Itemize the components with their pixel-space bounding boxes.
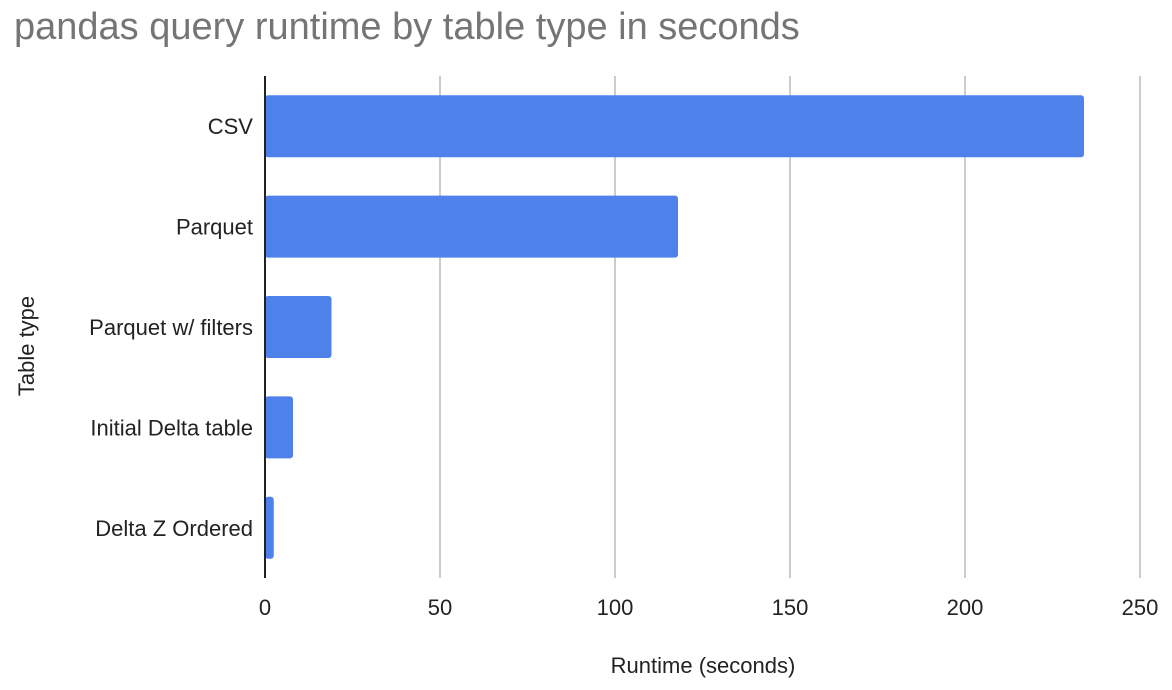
bars (265, 95, 1084, 559)
gridlines (439, 76, 1141, 578)
category-label-csv: CSV (208, 114, 254, 139)
bar-parquet (265, 195, 678, 258)
x-axis-title: Runtime (seconds) (611, 653, 796, 678)
bar-initial-delta-table (265, 396, 293, 459)
category-label-parquet: Parquet (176, 215, 253, 240)
chart-title: pandas query runtime by table type in se… (14, 6, 800, 48)
bar-delta-z-ordered (265, 496, 274, 559)
x-tick-label: 150 (772, 595, 809, 620)
category-label-parquet-w-filters: Parquet w/ filters (89, 315, 253, 340)
category-labels: CSV Parquet Parquet w/ filters Initial Delt… (89, 114, 253, 541)
x-tick-label: 0 (259, 595, 271, 620)
x-tick-labels: 0 50 100 150 200 250 (259, 595, 1158, 620)
x-tick-label: 100 (597, 595, 634, 620)
category-label-initial-delta-table: Initial Delta table (90, 415, 253, 440)
x-tick-label: 50 (428, 595, 452, 620)
x-tick-label: 200 (947, 595, 984, 620)
category-label-delta-z-ordered: Delta Z Ordered (95, 516, 253, 541)
y-axis-title: Table type (14, 296, 39, 396)
x-tick-label: 250 (1122, 595, 1159, 620)
bar-csv (265, 95, 1084, 158)
bar-parquet-w-filters (265, 296, 332, 358)
